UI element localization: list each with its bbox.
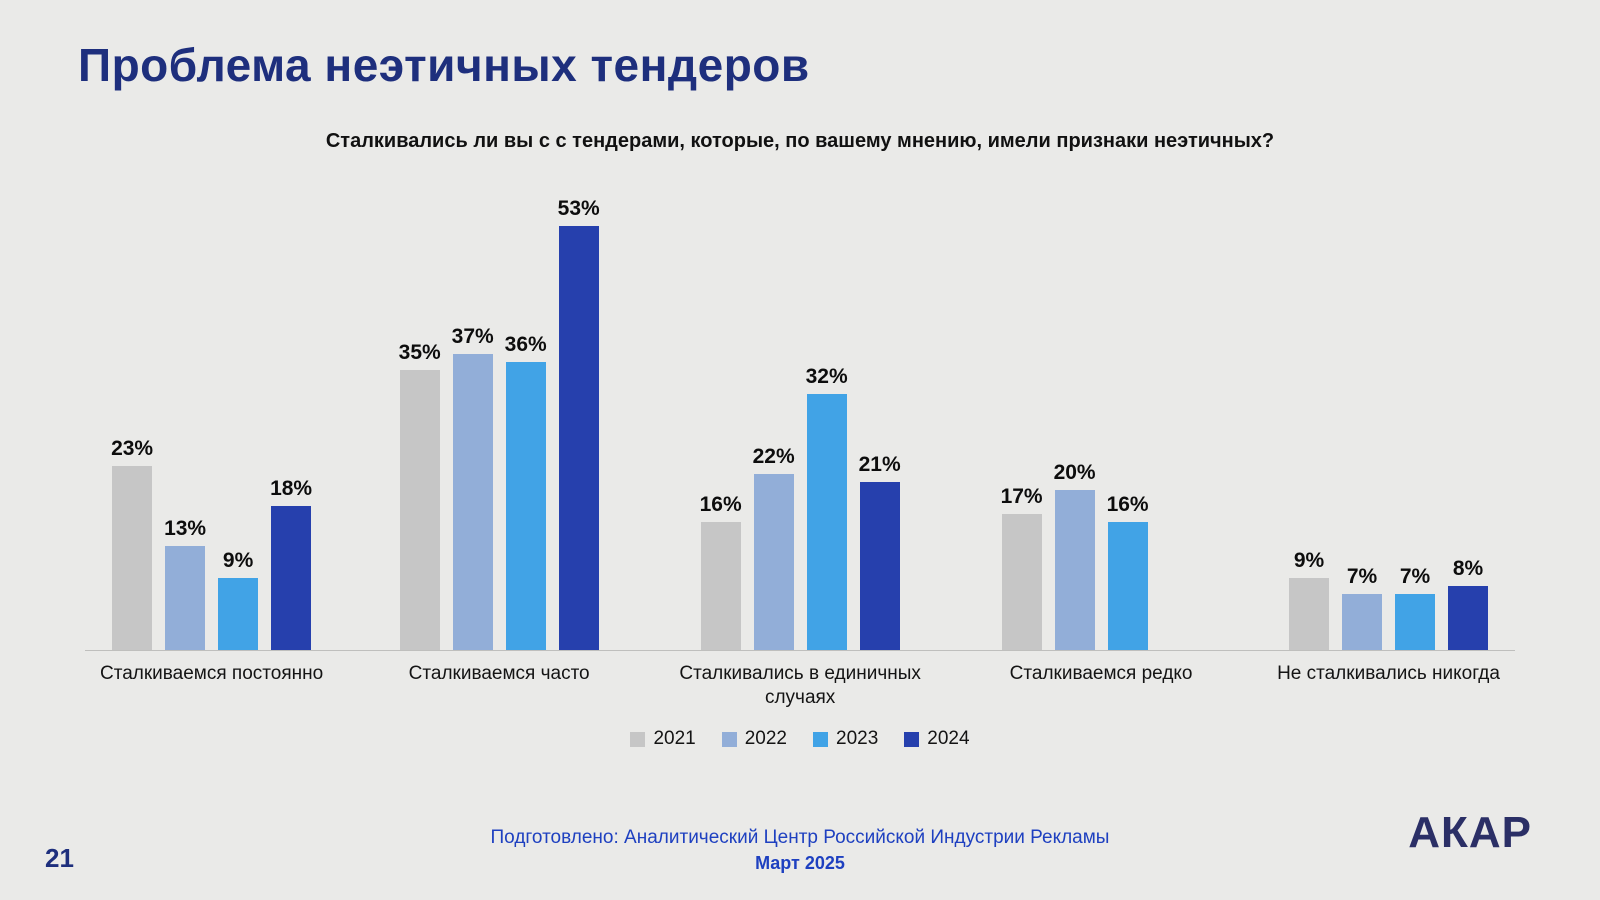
legend-item-2021: 2021 — [630, 728, 696, 750]
value-label: 16% — [699, 493, 742, 516]
category-label: Сталкиваемся редко — [1009, 663, 1193, 684]
bar-slot: 18% — [270, 477, 313, 650]
footer: Подготовлено: Аналитический Центр Россий… — [0, 827, 1600, 874]
value-label: 16% — [1106, 493, 1149, 516]
bar-cluster: 23% 13% 9% 18% — [111, 178, 313, 650]
bar-slot: 23% — [111, 437, 154, 650]
chart-question: Сталкивались ли вы с с тендерами, которы… — [325, 130, 1275, 152]
bar-2021 — [700, 522, 741, 650]
value-label: 9% — [1293, 549, 1325, 572]
bar-2022 — [452, 354, 493, 650]
value-label: 21% — [858, 453, 901, 476]
value-label: 35% — [398, 341, 441, 364]
bar-cluster: 17% 20% 16% — [1000, 178, 1201, 650]
legend-item-2022: 2022 — [721, 728, 787, 750]
page-title: Проблема неэтичных тендеров — [78, 39, 810, 91]
value-label: 17% — [1000, 485, 1043, 508]
value-label: 13% — [164, 517, 207, 540]
footer-date: Март 2025 — [755, 853, 845, 873]
legend-item-2023: 2023 — [813, 728, 878, 750]
bar-slot: 53% — [557, 197, 600, 650]
bar-2024 — [558, 226, 599, 650]
category-group: 9% 7% 7% 8% Не сталкивались никогда — [1277, 178, 1500, 686]
bar-2021 — [1001, 514, 1042, 650]
legend-swatch-2021 — [630, 731, 646, 747]
legend-swatch-2022 — [721, 731, 737, 747]
category-group: 35% 37% 36% 53% Сталкиваемся часто — [398, 178, 600, 686]
bar-2022 — [753, 474, 794, 650]
category-label: Сталкиваемся постоянно — [100, 663, 324, 684]
bar-2023 — [1395, 594, 1435, 650]
plot-area: 23% 13% 9% 18% Сталкиваемся постоянно 35% 37% 3… — [85, 178, 1515, 710]
bar-2022 — [165, 546, 206, 650]
legend-swatch-2023 — [813, 731, 828, 747]
bar-slot: 37% — [451, 325, 494, 650]
bar-2022 — [1054, 490, 1095, 650]
bar-slot: 13% — [164, 517, 207, 650]
legend-year-label: 2023 — [836, 728, 879, 749]
chart-legend: 2021 2022 2023 2024 — [0, 728, 1600, 750]
value-label: 23% — [111, 437, 154, 460]
akar-logo: АКАР — [1408, 808, 1532, 857]
value-label: 8% — [1452, 557, 1484, 580]
bar-2022 — [1342, 594, 1382, 650]
footer-prepared-by: Подготовлено: Аналитический Центр Россий… — [490, 827, 1110, 848]
bar-slot: 36% — [504, 333, 547, 650]
bar-slot: 9% — [218, 549, 259, 650]
value-label: 9% — [222, 549, 254, 572]
bar-2023 — [505, 362, 546, 650]
bar-2021 — [1289, 578, 1329, 650]
bar-slot: 7% — [1342, 565, 1382, 650]
value-label: 32% — [805, 365, 848, 388]
value-label: 37% — [451, 325, 494, 348]
bar-slot: 17% — [1000, 485, 1043, 650]
bar-2021 — [112, 466, 153, 650]
value-label: 22% — [752, 445, 795, 468]
bar-slot: 20% — [1053, 461, 1096, 650]
category-label: Сталкивались в единичных случаях — [679, 663, 921, 708]
legend-item-2024: 2024 — [904, 728, 970, 750]
bar-slot: 7% — [1395, 565, 1435, 650]
value-label: 7% — [1346, 565, 1378, 588]
legend-year-label: 2022 — [744, 728, 787, 749]
category-group: 23% 13% 9% 18% Сталкиваемся постоянно — [100, 178, 323, 686]
bar-slot: 22% — [752, 445, 795, 650]
bar-slot: 16% — [1106, 493, 1149, 650]
value-label: 18% — [270, 477, 313, 500]
bar-2024 — [271, 506, 312, 650]
category-label: Не сталкивались никогда — [1277, 663, 1500, 684]
bar-2023 — [1107, 522, 1148, 650]
legend-swatch-2024 — [904, 731, 920, 747]
bar-cluster: 9% 7% 7% 8% — [1289, 178, 1488, 650]
bar-2024 — [1448, 586, 1488, 650]
value-label: 53% — [557, 197, 600, 220]
page-number: 21 — [45, 843, 74, 873]
value-label: 36% — [504, 333, 547, 356]
bar-slot: 32% — [805, 365, 848, 650]
x-axis-line — [85, 650, 1515, 651]
bar-slot: 8% — [1448, 557, 1488, 650]
value-label: 20% — [1053, 461, 1096, 484]
bar-cluster: 35% 37% 36% 53% — [398, 178, 600, 650]
category-label: Сталкиваемся часто — [408, 663, 590, 684]
bar-slot: 16% — [699, 493, 742, 650]
bar-cluster: 16% 22% 32% 21% — [699, 178, 901, 650]
bar-chart: 23% 13% 9% 18% Сталкиваемся постоянно 35% 37% 3… — [85, 178, 1515, 710]
bar-2023 — [806, 394, 847, 650]
bar-2024 — [859, 482, 900, 650]
bar-slot: 35% — [398, 341, 441, 650]
bar-slot: 9% — [1289, 549, 1329, 650]
bar-2021 — [399, 370, 440, 650]
category-group: 17% 20% 16% Сталкиваемся редко — [1000, 178, 1201, 686]
category-group: 16% 22% 32% 21% Сталкивались в единичных слу… — [675, 178, 925, 710]
bar-slot: 21% — [858, 453, 901, 650]
bar-2023 — [218, 578, 259, 650]
legend-year-label: 2024 — [927, 728, 970, 749]
value-label: 7% — [1399, 565, 1431, 588]
legend-year-label: 2021 — [653, 728, 696, 749]
